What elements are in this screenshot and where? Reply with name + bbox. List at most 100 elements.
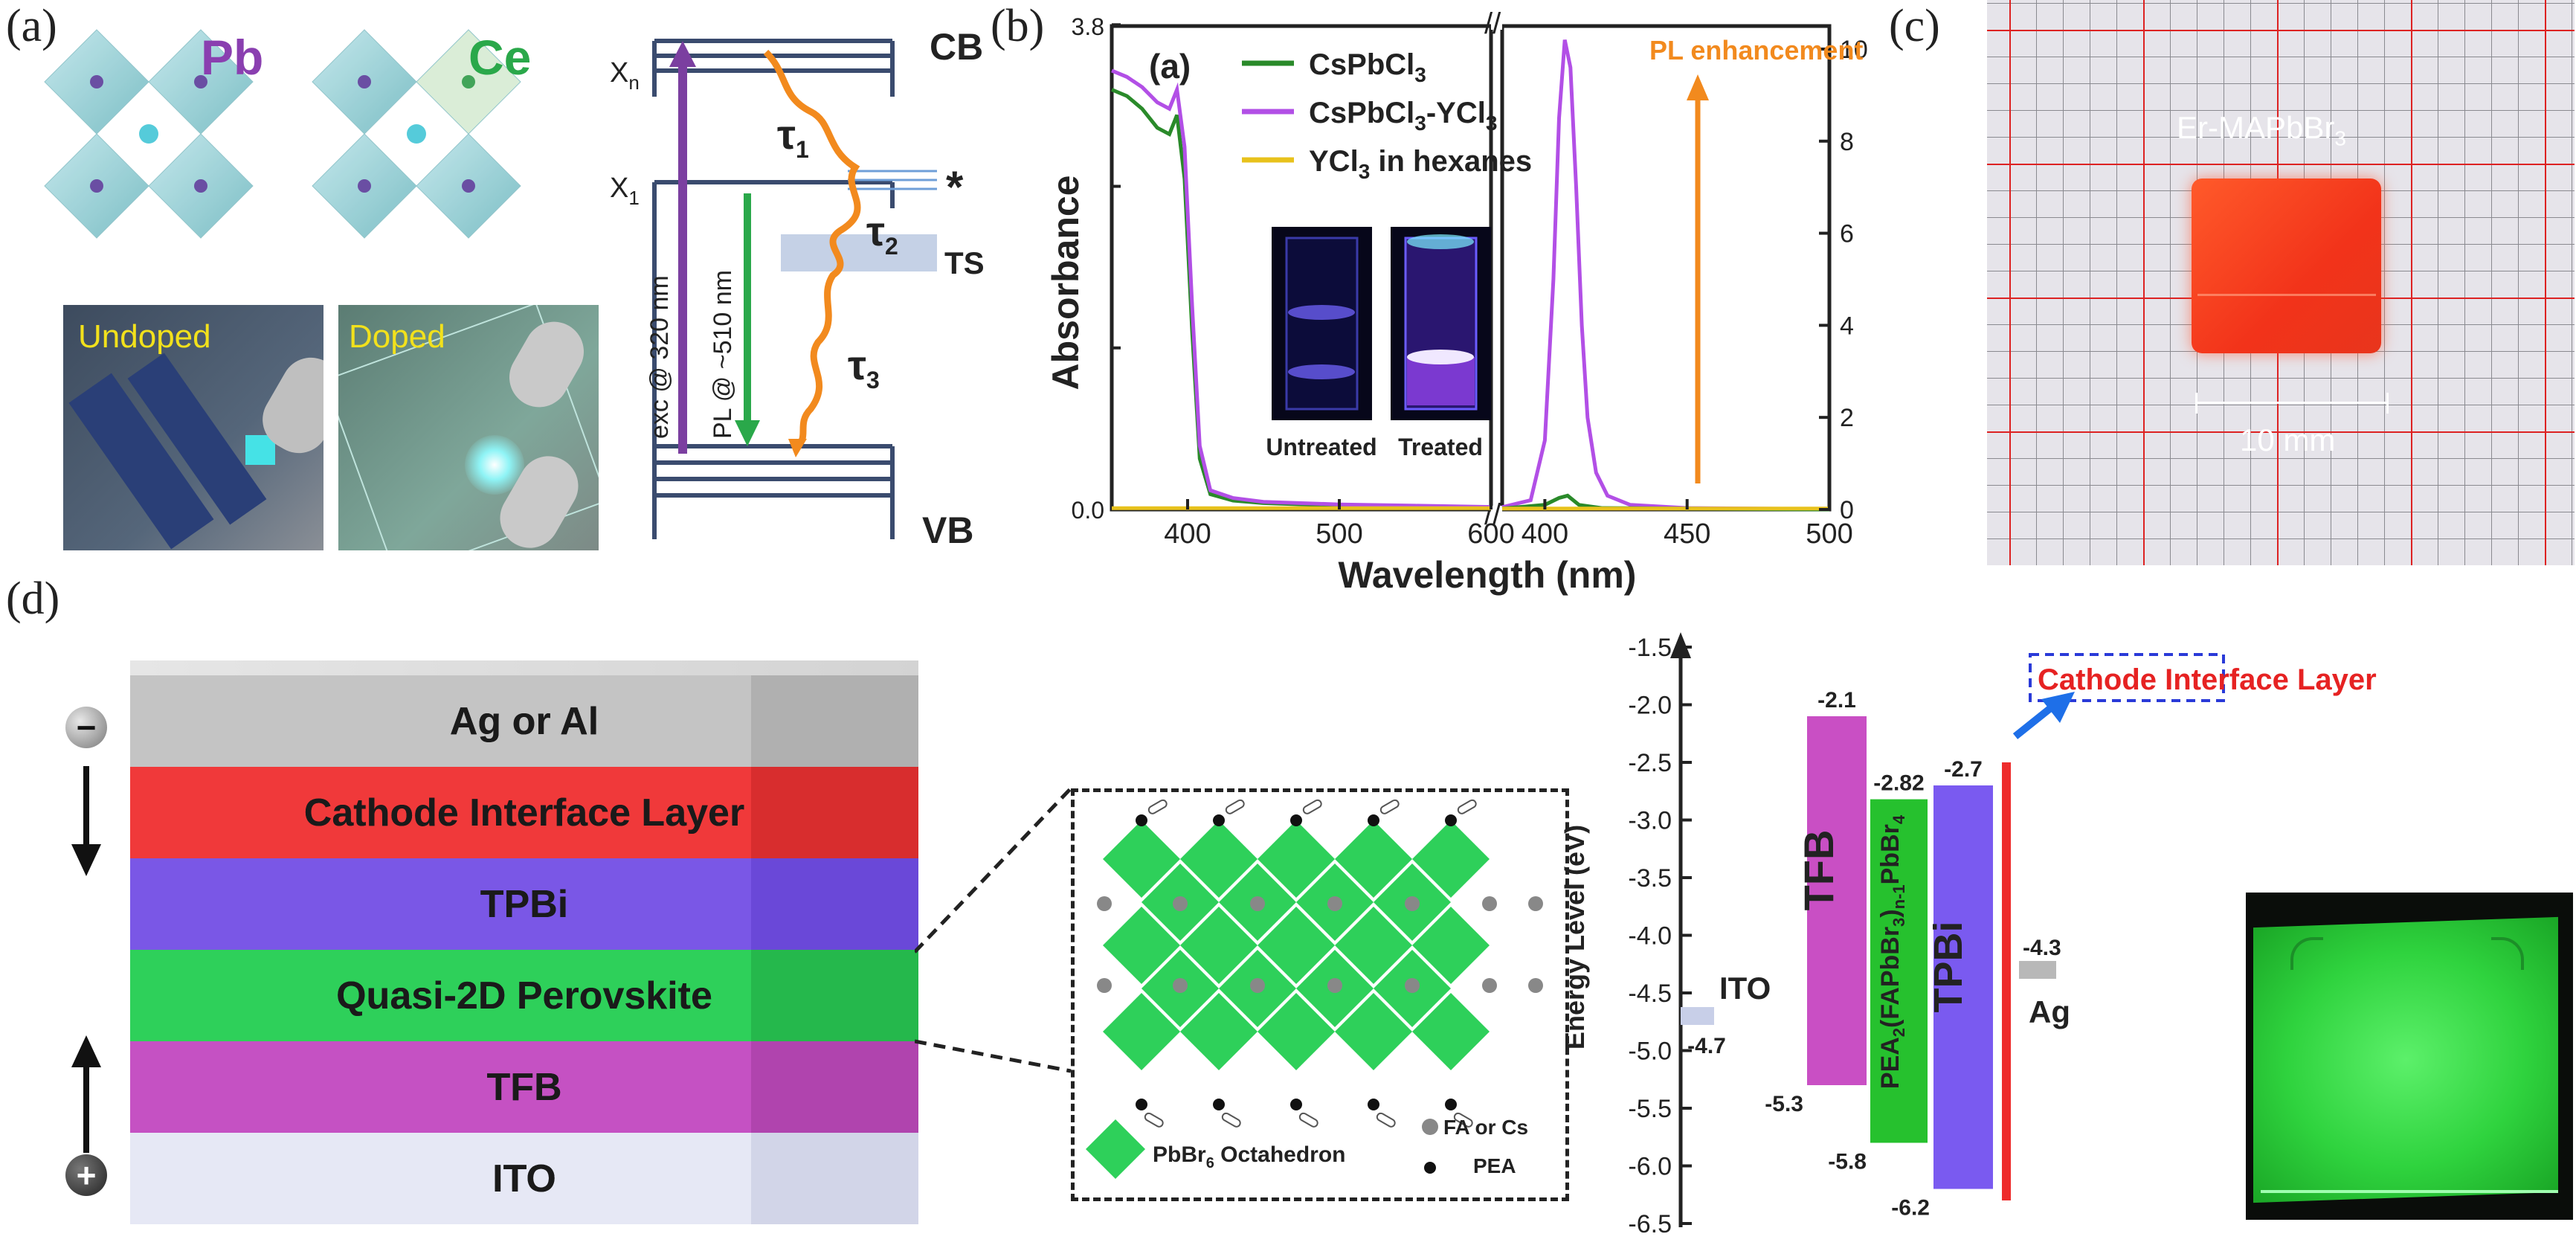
- octahedron-12: [1335, 907, 1412, 984]
- undoped-label: Undoped: [78, 318, 211, 355]
- octahedron-11: [1258, 907, 1335, 984]
- energy-ytick-10: -6.5: [1628, 1210, 1672, 1238]
- pl-ytick-3: 6: [1840, 220, 1854, 248]
- octahedra-inset: PbBr6 Octahedron FA or Cs PEA: [1071, 788, 1569, 1201]
- energy-top-label-2: -2.82: [1873, 771, 1924, 796]
- energy-ytick-6: -4.5: [1628, 980, 1672, 1008]
- pl-ytick-4: 8: [1840, 128, 1854, 156]
- cation-11: [1405, 978, 1420, 993]
- svg-text:CsPbCl3: CsPbCl3: [1309, 48, 1426, 86]
- cation-6: [1327, 896, 1342, 911]
- energy-bar-2: [1870, 799, 1928, 1143]
- x1-label: X: [610, 173, 628, 204]
- layer-perovskite: Quasi-2D Perovskite: [130, 950, 918, 1041]
- svg-text:Xn: Xn: [610, 57, 640, 94]
- legend-item-1-tail: -YCl: [1426, 97, 1486, 129]
- cation-0: [1097, 896, 1112, 911]
- pl-xtick-2: 500: [1806, 518, 1852, 550]
- tfb-label: TFB: [1795, 830, 1842, 911]
- octahedron-21: [1335, 993, 1412, 1070]
- cation-4: [1173, 896, 1188, 911]
- tau1-symbol: τ: [777, 111, 796, 158]
- layer-ito-text: ITO: [492, 1157, 556, 1200]
- svg-text:τ2: τ2: [866, 208, 898, 260]
- cation-9: [1250, 978, 1265, 993]
- abs-xtick-1: 500: [1316, 518, 1362, 550]
- legend-item-2-sub: 3: [1359, 160, 1371, 183]
- octahedron-2: [1258, 820, 1335, 898]
- inset-legend-oct: Octahedron: [1214, 1142, 1346, 1167]
- energy-level-chart: -1.5 -2.0 -2.5 -3.0 -3.5 -4.0 -4.5 -5.0 -5.5 -6.0…: [1562, 632, 2225, 1238]
- legend-item-2: YCl: [1309, 145, 1359, 178]
- er-mapbbr3-photo: Er-MAPbBr3 10 mm: [1987, 0, 2575, 565]
- inset-legend: PbBr6 Octahedron FA or Cs PEA: [1086, 1116, 1528, 1179]
- octahedron-0: [1103, 820, 1180, 898]
- layer-tfb-text: TFB: [486, 1065, 562, 1109]
- svg-text:X1: X1: [610, 173, 640, 209]
- pl-enhancement-label: PL enhancement: [1649, 35, 1863, 65]
- energy-ytick-3: -3.0: [1628, 807, 1672, 835]
- cation-5: [1250, 896, 1265, 911]
- minus-terminal: −: [65, 707, 107, 748]
- cation-8: [1173, 978, 1188, 993]
- tau2-symbol: τ: [866, 208, 885, 254]
- plus-terminal: +: [65, 1154, 107, 1196]
- energy-ytick-2: -2.5: [1628, 749, 1672, 777]
- inset-legend-sub: 6: [1206, 1155, 1214, 1171]
- cation-13: [1482, 978, 1497, 993]
- svg-text://: //: [1484, 7, 1501, 40]
- svg-text:YCl3 in hexanes: YCl3 in hexanes: [1309, 145, 1532, 183]
- doped-label: Doped: [349, 318, 445, 355]
- vial-inset: Untreated Treated: [1266, 227, 1491, 460]
- cation-10: [1327, 978, 1342, 993]
- legend-item-1-sub: 3: [1414, 112, 1426, 135]
- pea-sub2: 3: [1890, 918, 1908, 927]
- octahedron-1: [1180, 820, 1258, 898]
- pea-end: PbBr: [1876, 824, 1904, 884]
- cation-12: [1482, 896, 1497, 911]
- energy-ytick-7: -5.0: [1628, 1038, 1672, 1066]
- green-device-photo: [2246, 893, 2573, 1220]
- crystal-structures: Pb Ce: [44, 29, 531, 239]
- svg-text:PbBr6 Octahedron: PbBr6 Octahedron: [1153, 1142, 1346, 1171]
- cation-2: [1528, 896, 1543, 911]
- pl-ytick-1: 2: [1840, 404, 1854, 432]
- layer-cathode-text: Cathode Interface Layer: [303, 791, 745, 835]
- energy-bar-1: [1807, 716, 1867, 1085]
- xn-label: X: [610, 57, 628, 89]
- pl-xtick-1: 450: [1664, 518, 1710, 550]
- pl-ytick-2: 4: [1840, 312, 1854, 340]
- crystal-sample: [2192, 179, 2381, 353]
- pea-main: PEA: [1876, 1037, 1904, 1089]
- plus-symbol: +: [76, 1156, 97, 1194]
- tau2-sub: 2: [885, 233, 898, 260]
- energy-bar-0: [1681, 1007, 1714, 1025]
- inset-treated: Treated: [1398, 434, 1483, 460]
- energy-ytick-9: -6.0: [1628, 1153, 1672, 1181]
- energy-ytick-0: -1.5: [1628, 634, 1672, 662]
- abs-ytick-1: 3.8: [1072, 13, 1104, 40]
- energy-ytick-1: -2.0: [1628, 692, 1672, 720]
- energy-bar-3: [1933, 785, 1993, 1189]
- octahedron-20: [1258, 993, 1335, 1070]
- cation-7: [1405, 896, 1420, 911]
- star-label: *: [946, 162, 964, 212]
- panel-label-d: (d): [6, 573, 60, 624]
- pea-mid2: ): [1876, 909, 1904, 917]
- panel-label-a: (a): [6, 1, 57, 51]
- octahedron-18: [1103, 993, 1180, 1070]
- pl-ytick-0: 0: [1840, 496, 1854, 524]
- zoom-lines: [915, 787, 1072, 1073]
- x1-sub: 1: [628, 187, 639, 209]
- pl-label: PL @ ~510 nm: [709, 270, 737, 439]
- svg-text:τ1: τ1: [777, 111, 809, 163]
- energy-bottom-label-0: -4.7: [1687, 1034, 1726, 1058]
- inset-legend-fa: FA or Cs: [1443, 1116, 1528, 1139]
- energy-bar-4: [2002, 762, 2011, 1200]
- svg-text:PEA2(FAPbBr3)n-1PbBr4: PEA2(FAPbBr3)n-1PbBr4: [1876, 814, 1908, 1089]
- pea-sub4: 4: [1890, 814, 1908, 824]
- ts-label: TS: [944, 245, 985, 280]
- down-arrow: [71, 766, 101, 876]
- legend-item-1: CsPbCl: [1309, 97, 1414, 129]
